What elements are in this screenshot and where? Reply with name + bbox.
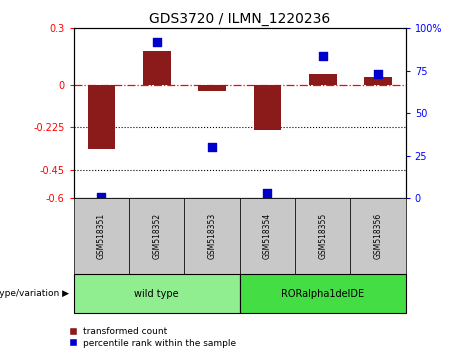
Point	[98, 194, 105, 199]
Bar	[129, 198, 184, 274]
Legend: transformed count, percentile rank within the sample: transformed count, percentile rank withi…	[69, 327, 236, 348]
Point	[319, 53, 326, 58]
Bar	[309, 74, 337, 85]
Bar	[364, 78, 392, 85]
Text: GSM518353: GSM518353	[207, 213, 217, 259]
Point	[264, 190, 271, 196]
Point	[153, 39, 160, 45]
Bar	[184, 198, 240, 274]
Point	[208, 144, 216, 150]
Bar	[240, 198, 295, 274]
Bar	[295, 198, 350, 274]
Title: GDS3720 / ILMN_1220236: GDS3720 / ILMN_1220236	[149, 12, 331, 26]
Bar	[198, 85, 226, 91]
Text: GSM518351: GSM518351	[97, 213, 106, 259]
Text: GSM518356: GSM518356	[373, 213, 383, 259]
Text: GSM518354: GSM518354	[263, 213, 272, 259]
Bar	[254, 85, 281, 130]
Text: wild type: wild type	[135, 289, 179, 299]
Text: GSM518355: GSM518355	[318, 213, 327, 259]
Bar	[74, 198, 129, 274]
Text: RORalpha1delDE: RORalpha1delDE	[281, 289, 364, 299]
Bar	[240, 274, 406, 313]
Text: GSM518352: GSM518352	[152, 213, 161, 259]
Bar	[350, 198, 406, 274]
Point	[374, 72, 382, 77]
Bar	[143, 51, 171, 85]
Bar	[88, 85, 115, 149]
Text: genotype/variation ▶: genotype/variation ▶	[0, 289, 69, 298]
Bar	[74, 274, 240, 313]
